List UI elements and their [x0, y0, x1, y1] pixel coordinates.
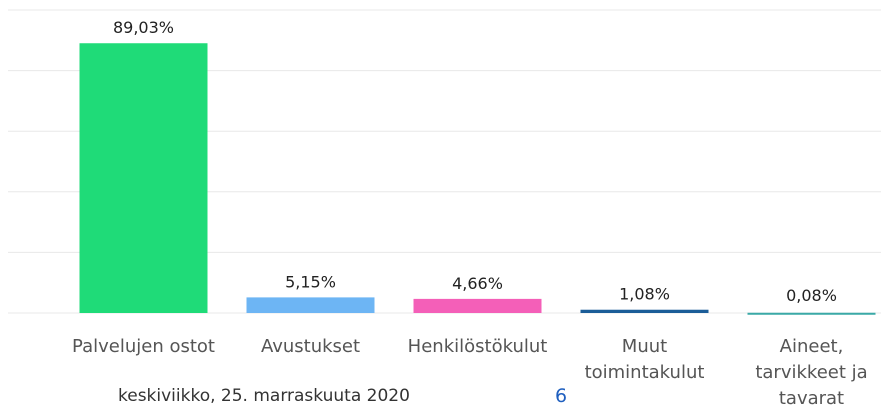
value-label: 5,15%: [285, 272, 336, 291]
bar: [580, 309, 709, 313]
value-label: 89,03%: [113, 18, 174, 37]
bar: [747, 312, 876, 315]
x-tick-label: Aineet, tarvikkeet ja tavarat: [755, 336, 868, 409]
bar: [79, 43, 208, 313]
x-tick-label: Palvelujen ostot: [72, 336, 215, 357]
value-label: 1,08%: [619, 285, 670, 304]
x-tick-label: Muut toimintakulut: [584, 336, 705, 383]
x-tick-label: Avustukset: [260, 336, 361, 357]
value-label: 0,08%: [786, 286, 837, 305]
bar: [413, 298, 542, 313]
page-number: 6: [555, 385, 568, 407]
footer-date: keskiviikko, 25. marraskuuta 2020: [118, 386, 410, 406]
value-label: 4,66%: [452, 274, 503, 293]
bar: [246, 297, 375, 313]
x-tick-label: Henkilöstökulut: [407, 336, 548, 357]
